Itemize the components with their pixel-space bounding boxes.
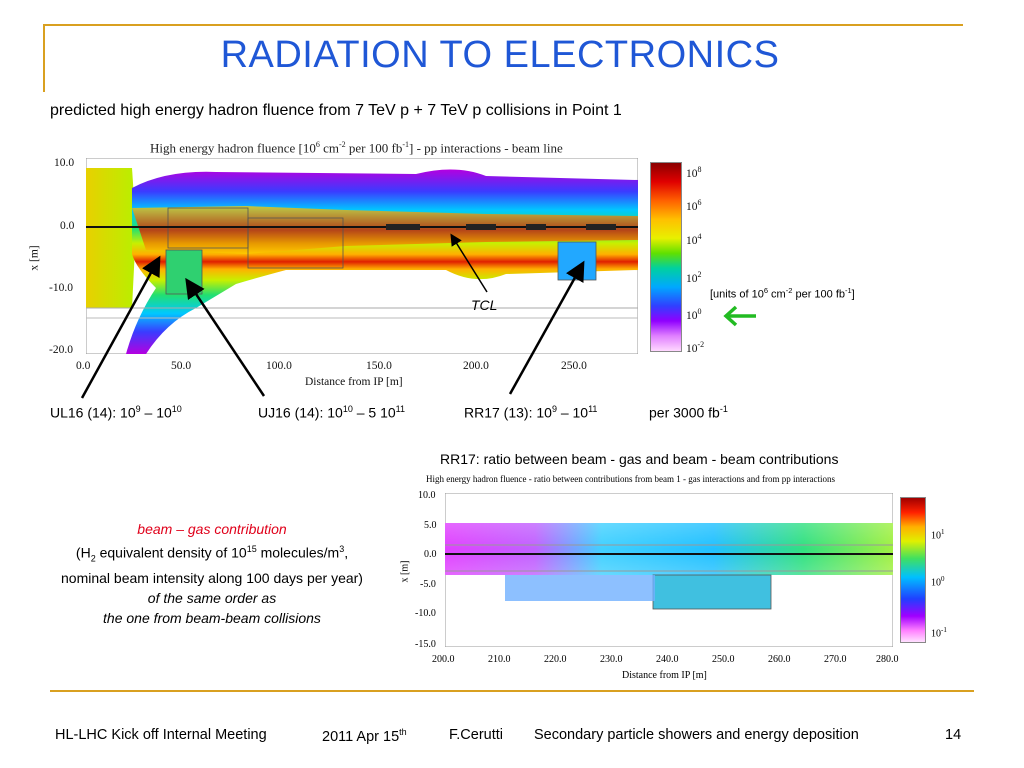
plot2-ytick: -10.0 bbox=[415, 608, 436, 619]
plot2-xtick: 250.0 bbox=[712, 654, 735, 665]
footer-date: 2011 Apr 15th bbox=[322, 727, 407, 745]
plot2-xtick: 200.0 bbox=[432, 654, 455, 665]
annotation-arrows bbox=[80, 233, 585, 399]
note-line-5: the one from beam-beam collisions bbox=[103, 610, 321, 627]
plot1-xtick: 250.0 bbox=[561, 360, 587, 372]
plot1-title: High energy hadron fluence [106 cm-2 per… bbox=[150, 140, 563, 156]
colorbar-1-tick: 102 bbox=[686, 270, 702, 285]
plot1-ytick: -10.0 bbox=[49, 282, 73, 294]
plot2-ytick: -15.0 bbox=[415, 639, 436, 650]
plot1-ytick: 10.0 bbox=[54, 157, 75, 169]
plot2-title: High energy hadron fluence - ratio betwe… bbox=[426, 474, 835, 484]
plot2-xtick: 230.0 bbox=[600, 654, 623, 665]
colorbar-1-tick: 10-2 bbox=[686, 340, 705, 355]
tcl-label: TCL bbox=[471, 297, 498, 313]
colorbar-2 bbox=[900, 497, 926, 643]
plot2-xtick: 210.0 bbox=[488, 654, 511, 665]
per-luminosity-annotation: per 3000 fb-1 bbox=[649, 404, 728, 421]
colorbar-1-tick: 108 bbox=[686, 165, 702, 180]
plot1-xtick: 50.0 bbox=[171, 360, 192, 372]
fluence-map-beamline bbox=[86, 158, 638, 354]
ratio-map-rr17 bbox=[445, 493, 893, 647]
plot2-ytick: 0.0 bbox=[424, 549, 437, 560]
subtitle: predicted high energy hadron fluence fro… bbox=[50, 102, 622, 119]
footer-topic: Secondary particle showers and energy de… bbox=[534, 727, 859, 743]
note-line-4: of the same order as bbox=[147, 590, 277, 607]
left-accent-line bbox=[43, 24, 45, 92]
page-title: RADIATION TO ELECTRONICS bbox=[220, 34, 780, 76]
beam-gas-note: beam – gas contribution (H2 equivalent d… bbox=[32, 519, 392, 628]
colorbar-1-tick: 106 bbox=[686, 198, 702, 213]
plot1-ytick: 0.0 bbox=[60, 220, 75, 232]
colorbar-2-tick: 10-1 bbox=[931, 626, 947, 640]
plot2-xtick: 240.0 bbox=[656, 654, 679, 665]
plot2-ylabel: x [m] bbox=[399, 560, 411, 583]
rr17-annotation: RR17 (13): 109 – 1011 bbox=[464, 404, 598, 421]
colorbar-1-tick: 100 bbox=[686, 307, 702, 322]
plot1-xtick: 150.0 bbox=[366, 360, 392, 372]
colorbar-2-tick: 101 bbox=[931, 528, 945, 542]
plot2-xlabel: Distance from IP [m] bbox=[622, 670, 707, 681]
plot2-xtick: 270.0 bbox=[824, 654, 847, 665]
plot1-xtick: 0.0 bbox=[76, 360, 91, 372]
colorbar-2-tick: 100 bbox=[931, 575, 945, 589]
footer-author: F.Cerutti bbox=[449, 727, 503, 743]
plot1-ytick: -20.0 bbox=[49, 344, 73, 356]
bottom-accent-line bbox=[50, 690, 974, 692]
note-line-2: (H2 equivalent density of 1015 molecules… bbox=[75, 544, 349, 564]
footer-meeting: HL-LHC Kick off Internal Meeting bbox=[55, 727, 267, 743]
top-accent-line bbox=[43, 24, 963, 26]
green-arrow-icon bbox=[723, 305, 756, 327]
plot2-heading: RR17: ratio between beam - gas and beam … bbox=[440, 451, 839, 467]
units-label: [units of 106 cm-2 per 100 fb-1] bbox=[710, 286, 855, 301]
plot2-xtick: 220.0 bbox=[544, 654, 567, 665]
colorbar-1-tick: 104 bbox=[686, 232, 702, 247]
plot2-ytick: 10.0 bbox=[418, 490, 436, 501]
colorbar-1 bbox=[650, 162, 682, 352]
note-line-3: nominal beam intensity along 100 days pe… bbox=[61, 570, 363, 587]
plot2-ytick: 5.0 bbox=[424, 520, 437, 531]
uj16-annotation: UJ16 (14): 1010 – 5 1011 bbox=[258, 404, 406, 421]
page-number: 14 bbox=[945, 727, 962, 743]
plot2-xtick: 260.0 bbox=[768, 654, 791, 665]
ul16-annotation: UL16 (14): 109 – 1010 bbox=[50, 404, 182, 421]
plot1-xtick: 100.0 bbox=[266, 360, 292, 372]
note-line-1: beam – gas contribution bbox=[137, 521, 287, 537]
plot1-xlabel: Distance from IP [m] bbox=[305, 376, 403, 388]
plot2-xtick: 280.0 bbox=[876, 654, 899, 665]
plot1-xtick: 200.0 bbox=[463, 360, 489, 372]
plot2-ytick: -5.0 bbox=[420, 579, 436, 590]
